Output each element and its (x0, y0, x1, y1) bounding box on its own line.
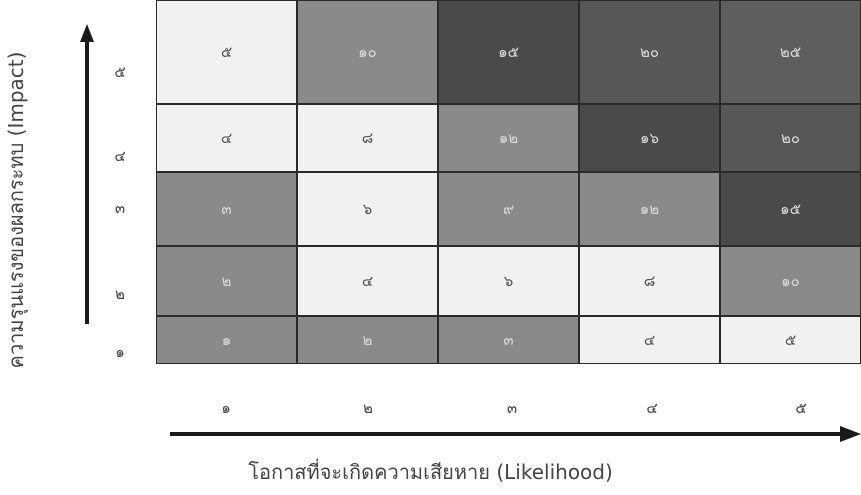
matrix-cell: ๕ (720, 316, 861, 364)
matrix-cell: ๘ (579, 246, 720, 316)
col-label: ๔ (646, 399, 658, 417)
x-axis-arrow-icon (170, 426, 861, 442)
col-label: ๕ (795, 399, 807, 417)
matrix-cell: ๓ (438, 316, 579, 364)
matrix-cell: ๑๒ (579, 172, 720, 246)
matrix-cell: ๒๐ (720, 104, 861, 172)
col-label: ๒ (363, 399, 373, 417)
matrix-cell: ๒ (297, 316, 438, 364)
row-label: ๓ (114, 199, 126, 217)
matrix-cell: ๑๖ (579, 104, 720, 172)
matrix-cell: ๒ (156, 246, 297, 316)
matrix-cell: ๑๕ (438, 0, 579, 104)
x-axis-label: โอกาสที่จะเกิดความเสียหาย (Likelihood) (248, 460, 613, 484)
matrix-cell: ๒๕ (720, 0, 861, 104)
matrix-cell: ๒๐ (579, 0, 720, 104)
matrix-cell: ๖ (438, 246, 579, 316)
row-label: ๔ (114, 147, 126, 165)
matrix-cell: ๔ (579, 316, 720, 364)
col-label: ๑ (221, 399, 231, 417)
matrix-cell: ๓ (156, 172, 297, 246)
matrix-cell: ๖ (297, 172, 438, 246)
y-axis-label: ความรุนแรงของผลกระทบ (Impact) (4, 51, 28, 369)
matrix-cell: ๕ (156, 0, 297, 104)
matrix-cell: ๙ (438, 172, 579, 246)
matrix-cell: ๔ (297, 246, 438, 316)
matrix-cell: ๑๕ (720, 172, 861, 246)
row-label: ๑ (115, 343, 125, 361)
risk-matrix: ๕๑๐ ๑๕ ๒๐ ๒๕๔๘๑๒ ๑๖ ๒๐๓๖๙๑๒ ๑๕๒๔๖๘๑๐๑๒๓๔๕ (156, 0, 861, 364)
matrix-cell: ๔ (156, 104, 297, 172)
matrix-cell: ๑ (156, 316, 297, 364)
y-axis-arrow-icon (80, 24, 94, 324)
row-label: ๒ (115, 285, 125, 303)
row-label: ๕ (114, 63, 126, 81)
matrix-cell: ๘ (297, 104, 438, 172)
matrix-cell: ๑๐ (297, 0, 438, 104)
col-label: ๓ (506, 399, 518, 417)
matrix-cell: ๑๒ (438, 104, 579, 172)
matrix-cell: ๑๐ (720, 246, 861, 316)
